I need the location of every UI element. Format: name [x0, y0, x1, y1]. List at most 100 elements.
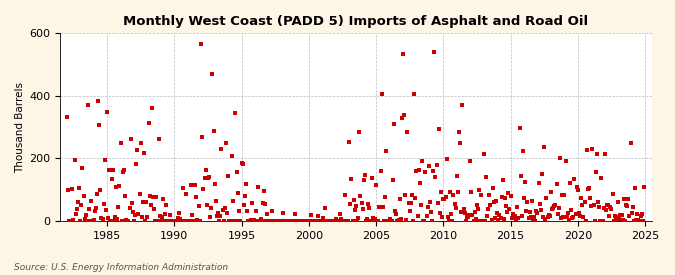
Point — [570, 212, 581, 216]
Point — [462, 214, 473, 219]
Point — [168, 219, 179, 223]
Point — [213, 211, 223, 216]
Point — [508, 213, 519, 218]
Point — [542, 215, 553, 219]
Point — [79, 217, 90, 222]
Point — [153, 137, 164, 141]
Point — [416, 203, 427, 207]
Point — [102, 109, 113, 114]
Point — [360, 219, 371, 223]
Point — [70, 212, 81, 216]
Point — [273, 219, 284, 223]
Point — [587, 146, 598, 151]
Point — [514, 126, 525, 130]
Point — [123, 219, 134, 223]
Point — [469, 210, 480, 214]
Point — [330, 217, 341, 221]
Point — [264, 219, 275, 223]
Point — [265, 219, 276, 223]
Point — [437, 215, 448, 220]
Point — [103, 216, 113, 221]
Point — [459, 211, 470, 215]
Point — [522, 200, 533, 204]
Point — [620, 219, 630, 223]
Point — [443, 219, 454, 223]
Point — [288, 219, 298, 223]
Point — [591, 170, 601, 175]
Point — [236, 161, 247, 165]
Point — [350, 204, 361, 208]
Point — [117, 170, 128, 174]
Point — [562, 211, 573, 216]
Point — [297, 219, 308, 223]
Point — [506, 216, 517, 220]
Point — [169, 219, 180, 223]
Point — [419, 219, 430, 223]
Point — [346, 177, 357, 182]
Point — [173, 211, 184, 216]
Point — [403, 201, 414, 205]
Point — [524, 210, 535, 214]
Point — [176, 219, 186, 223]
Point — [611, 214, 622, 219]
Point — [559, 193, 570, 197]
Point — [540, 217, 551, 221]
Point — [242, 209, 252, 214]
Point — [523, 216, 534, 220]
Point — [243, 219, 254, 223]
Point — [532, 211, 543, 215]
Point — [433, 127, 444, 132]
Point — [458, 207, 469, 211]
Point — [566, 208, 576, 212]
Point — [577, 202, 588, 207]
Point — [449, 202, 460, 206]
Point — [373, 219, 383, 223]
Point — [228, 219, 239, 223]
Point — [216, 147, 227, 151]
Point — [313, 214, 323, 218]
Point — [632, 212, 643, 216]
Point — [511, 217, 522, 221]
Point — [162, 219, 173, 223]
Point — [494, 213, 505, 217]
Point — [205, 215, 215, 219]
Point — [225, 219, 236, 223]
Point — [211, 214, 222, 218]
Point — [68, 218, 79, 222]
Point — [442, 214, 453, 219]
Point — [347, 219, 358, 223]
Point — [134, 192, 145, 197]
Point — [185, 219, 196, 223]
Point — [628, 219, 639, 223]
Point — [109, 214, 120, 219]
Point — [163, 219, 174, 223]
Point — [518, 196, 529, 201]
Point — [483, 207, 493, 211]
Point — [578, 214, 589, 219]
Point — [67, 187, 78, 192]
Point — [389, 122, 400, 126]
Point — [284, 219, 294, 223]
Point — [208, 128, 219, 133]
Point — [423, 205, 433, 209]
Point — [150, 219, 161, 223]
Point — [445, 190, 456, 194]
Point — [408, 219, 418, 223]
Y-axis label: Thousand Barrels: Thousand Barrels — [15, 82, 25, 173]
Point — [429, 50, 440, 54]
Point — [157, 214, 167, 219]
Point — [356, 201, 367, 205]
Point — [158, 196, 169, 201]
Point — [438, 197, 449, 201]
Point — [605, 204, 616, 209]
Point — [554, 156, 565, 160]
Point — [597, 219, 608, 223]
Point — [381, 148, 392, 153]
Point — [148, 195, 159, 200]
Point — [131, 162, 142, 166]
Point — [184, 219, 194, 223]
Point — [588, 203, 599, 207]
Point — [338, 219, 349, 223]
Point — [406, 193, 417, 197]
Point — [633, 218, 644, 223]
